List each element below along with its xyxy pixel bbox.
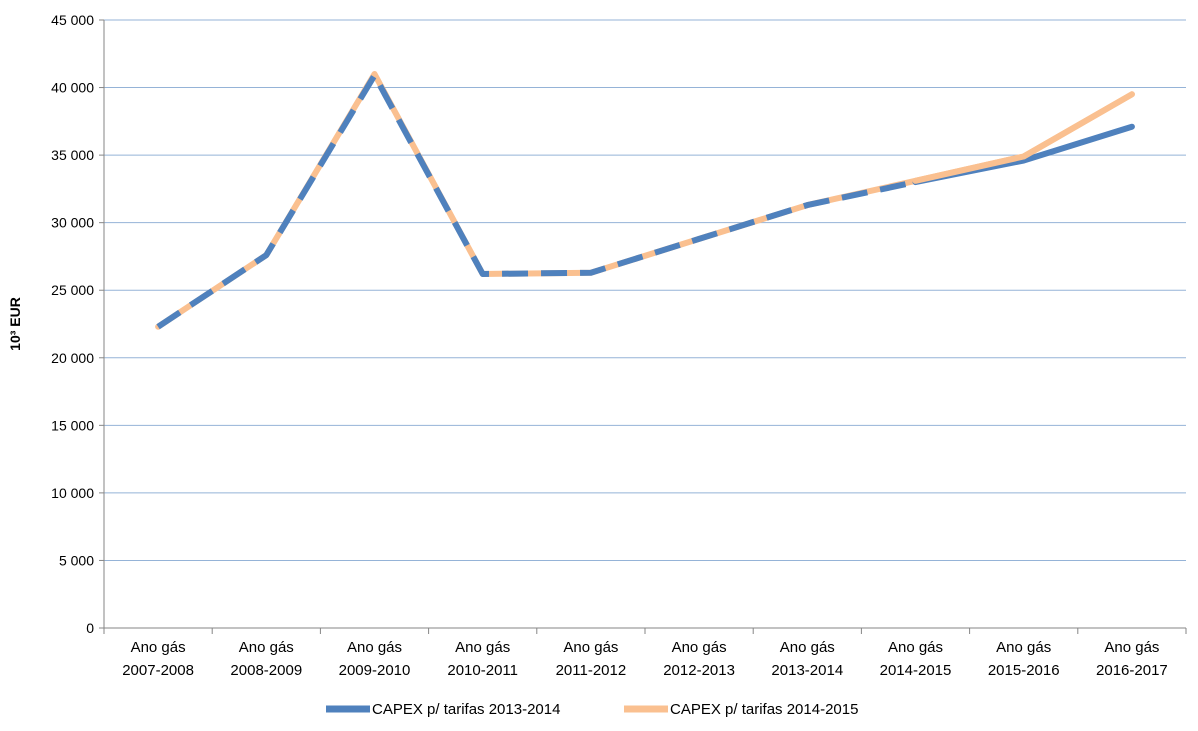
x-tick-label: Ano gás (888, 639, 943, 656)
y-tick-label: 15 000 (51, 417, 94, 433)
y-tick-label: 35 000 (51, 147, 94, 163)
x-tick-label: Ano gás (672, 639, 727, 656)
x-tick-label: Ano gás (239, 639, 294, 656)
series-line-capex-2013-2014 (156, 72, 917, 330)
x-tick-label: 2015-2016 (988, 662, 1060, 679)
series-line-capex-2014-2015-tail (912, 91, 1135, 184)
x-tick-label: Ano gás (780, 639, 835, 656)
x-tick-label: Ano gás (563, 639, 618, 656)
x-tick-label: 2014-2015 (880, 662, 952, 679)
y-tick-label: 10 000 (51, 485, 94, 501)
y-tick-label: 45 000 (51, 12, 94, 28)
x-tick-label: Ano gás (347, 639, 402, 656)
y-axis-title: 10³ EUR (7, 297, 23, 351)
x-tick-label: Ano gás (1104, 639, 1159, 656)
x-tick-label: 2016-2017 (1096, 662, 1168, 679)
x-tick-label: 2009-2010 (339, 662, 411, 679)
x-tick-label: 2011-2012 (556, 662, 627, 679)
x-tick-label: 2012-2013 (663, 662, 735, 679)
y-tick-label: 40 000 (51, 80, 94, 96)
x-tick-label: Ano gás (131, 639, 186, 656)
x-tick-label: 2010-2011 (447, 662, 518, 679)
y-tick-label: 5 000 (59, 552, 94, 568)
legend-label: CAPEX p/ tarifas 2014-2015 (670, 701, 858, 718)
y-tick-label: 25 000 (51, 282, 94, 298)
x-tick-label: Ano gás (996, 639, 1051, 656)
x-tick-label: 2008-2009 (230, 662, 302, 679)
x-tick-label: 2013-2014 (771, 662, 843, 679)
x-tick-label: 2007-2008 (122, 662, 194, 679)
series-line-capex-2014-2015 (155, 71, 1135, 330)
legend-label: CAPEX p/ tarifas 2013-2014 (372, 701, 560, 718)
y-tick-label: 0 (86, 620, 94, 636)
y-tick-label: 30 000 (51, 215, 94, 231)
y-tick-label: 20 000 (51, 350, 94, 366)
x-tick-label: Ano gás (455, 639, 510, 656)
